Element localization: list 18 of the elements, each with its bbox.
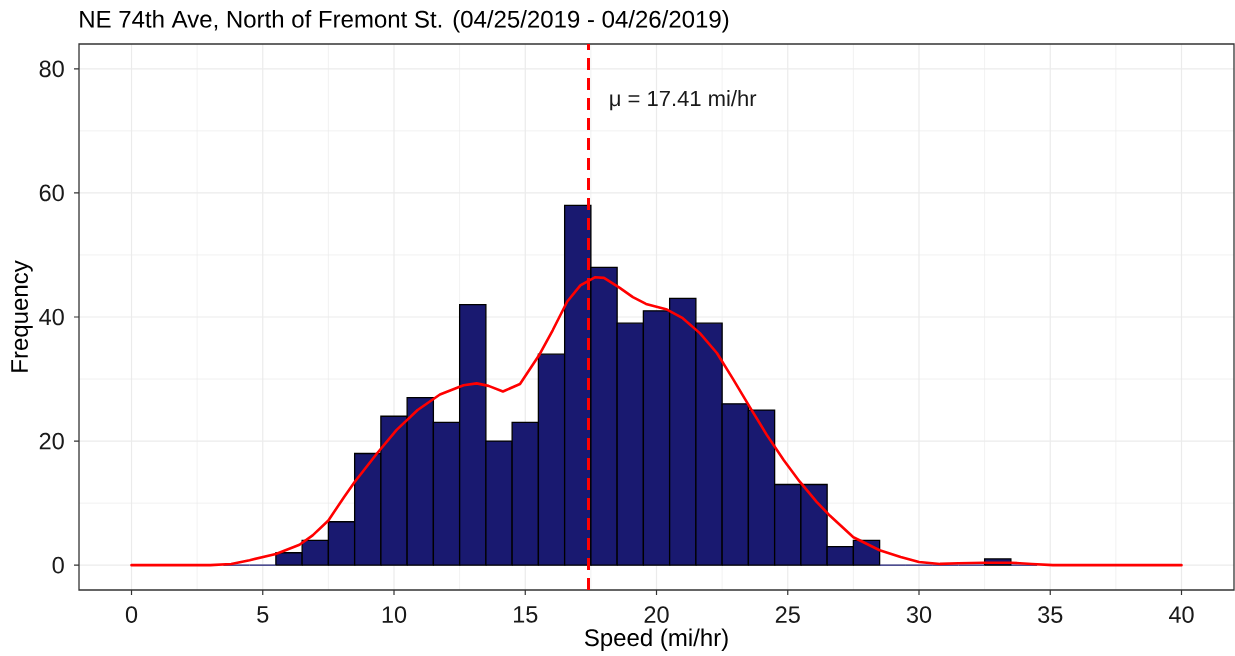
y-axis-title: Frequency <box>11 260 33 372</box>
y-tick-label: 40 <box>39 308 64 326</box>
x-tick-label: 35 <box>1038 606 1063 623</box>
x-tick-label: 5 <box>257 606 269 623</box>
y-tick-label: 20 <box>39 432 64 450</box>
chart-title: NE 74th Ave, North of Fremont St. (04/25/2019 - 04/26/2019) <box>80 10 729 33</box>
x-axis-title: Speed (mi/hr) <box>584 628 728 651</box>
x-tick-label: 40 <box>1168 606 1194 623</box>
ref-line-label: μ = 17.41 mi/hr <box>610 90 757 111</box>
y-tick-label: 60 <box>39 184 64 202</box>
y-tick-label: 0 <box>52 556 64 574</box>
x-tick-label: 10 <box>382 606 407 623</box>
x-tick-label: 15 <box>513 606 538 623</box>
x-tick-label: 25 <box>775 606 800 623</box>
x-tick-label: 30 <box>906 606 932 623</box>
x-tick-label: 0 <box>125 606 138 623</box>
x-tick-label: 20 <box>644 606 669 623</box>
y-tick-label: 80 <box>39 60 64 78</box>
